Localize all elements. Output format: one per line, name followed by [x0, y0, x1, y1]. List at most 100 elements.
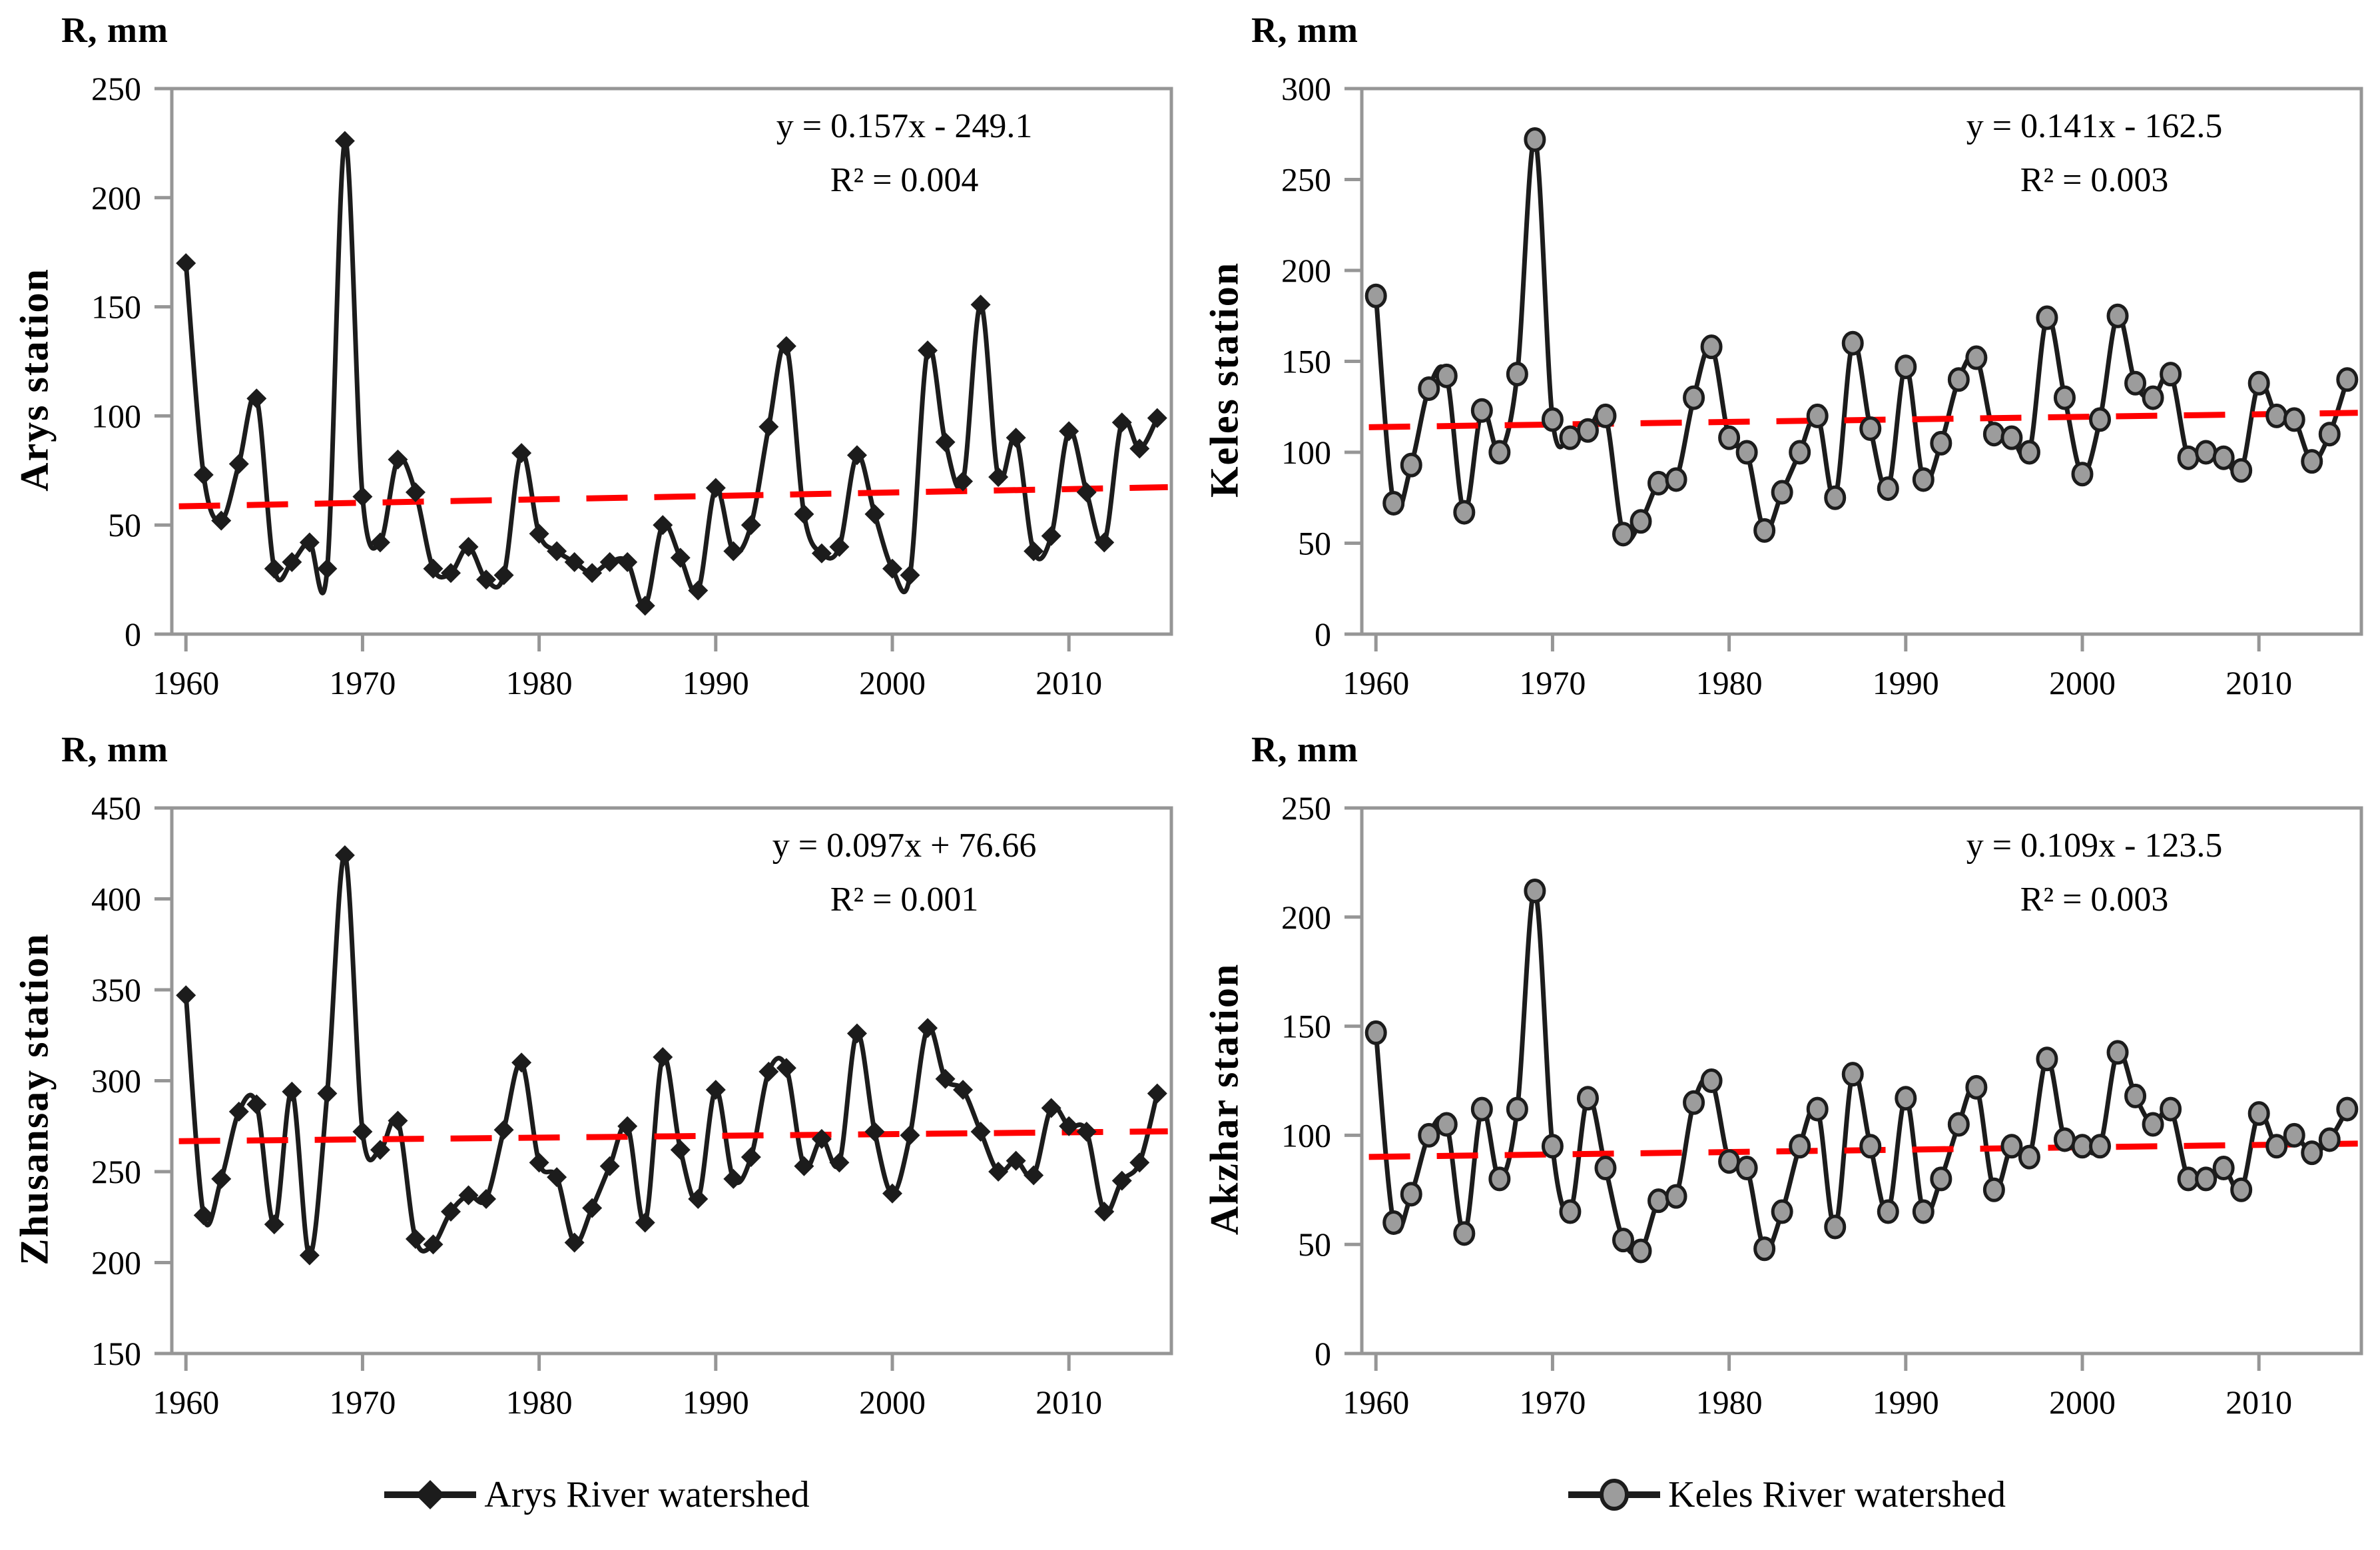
markers [1364, 127, 2359, 547]
svg-text:100: 100 [1281, 434, 1331, 471]
svg-text:1960: 1960 [1342, 664, 1409, 701]
x-axis: 1960 1970 1980 1990 2000 2010 [1342, 634, 2292, 701]
trend-equation-block: y = 0.097x + 76.66 R² = 0.001 [643, 819, 1166, 927]
markers [1364, 878, 2359, 1264]
markers [176, 131, 1167, 616]
y-unit-label: R, mm [61, 10, 168, 50]
arys-plot: 0 50 100 150 200 250 1960 1970 1980 1990 2000 2010 [91, 70, 1173, 701]
svg-text:200: 200 [91, 179, 141, 216]
svg-text:1990: 1990 [1873, 1383, 1939, 1421]
y-axis: 0 50 100 150 200 250 [91, 70, 172, 653]
svg-text:50: 50 [1298, 1226, 1331, 1263]
svg-text:150: 150 [91, 1335, 141, 1372]
svg-text:250: 250 [1281, 161, 1331, 198]
svg-text:1980: 1980 [1696, 1383, 1763, 1421]
svg-text:1990: 1990 [683, 664, 749, 701]
svg-text:200: 200 [1281, 899, 1331, 936]
trend-equation: y = 0.157x - 249.1 [776, 107, 1033, 145]
legend-item-keles: Keles River watershed [1564, 1473, 2006, 1516]
svg-text:1970: 1970 [1519, 1383, 1586, 1421]
svg-text:2010: 2010 [1036, 1383, 1102, 1421]
trend-equation: y = 0.109x - 123.5 [1966, 827, 2223, 865]
r-squared: R² = 0.001 [830, 880, 979, 919]
svg-text:250: 250 [1281, 789, 1331, 827]
trend-equation: y = 0.141x - 162.5 [1966, 107, 2223, 145]
r-squared: R² = 0.003 [2020, 880, 2169, 919]
svg-text:150: 150 [91, 288, 141, 326]
svg-text:0: 0 [125, 615, 141, 653]
legend-left: Arys River watershed [0, 1439, 1190, 1550]
y-axis: 0 50 100 150 200 250 [1281, 789, 1362, 1372]
svg-text:2010: 2010 [2226, 664, 2292, 701]
svg-text:1970: 1970 [1519, 664, 1586, 701]
legend-label: Keles River watershed [1668, 1473, 2006, 1515]
chart-panel-zhusansay: R, mm Zhusansay station 150 200 250 300 350 4… [0, 719, 1190, 1439]
svg-text:0: 0 [1315, 615, 1331, 653]
chart-panel-akzhar: R, mm Akzhar station 0 50 100 150 200 250 1960… [1190, 719, 2380, 1439]
circle-marker-icon [1568, 1478, 1661, 1511]
svg-text:1990: 1990 [683, 1383, 749, 1421]
trend-line [178, 484, 1168, 510]
y-unit-label: R, mm [1251, 10, 1358, 50]
chart-panel-arys: R, mm Arys station 0 50 100 150 200 250 1960 19… [0, 0, 1190, 719]
legend-item-arys: Arys River watershed [380, 1473, 810, 1516]
svg-text:450: 450 [91, 789, 141, 827]
r-squared: R² = 0.003 [2020, 161, 2169, 199]
svg-text:2010: 2010 [2226, 1383, 2292, 1421]
svg-text:1960: 1960 [152, 1383, 219, 1421]
trend-line [178, 1128, 1168, 1144]
trend-equation: y = 0.097x + 76.66 [772, 827, 1037, 865]
keles-plot: 0 50 100 150 200 250 300 1960 1970 1980 1990 2000 20… [1281, 70, 2363, 701]
svg-text:0: 0 [1315, 1335, 1331, 1372]
svg-text:1960: 1960 [1342, 1383, 1409, 1421]
svg-text:300: 300 [1281, 70, 1331, 107]
svg-text:1980: 1980 [1696, 664, 1763, 701]
svg-text:150: 150 [1281, 343, 1331, 380]
svg-text:1980: 1980 [506, 664, 573, 701]
svg-text:1980: 1980 [506, 1383, 573, 1421]
trend-equation-block: y = 0.157x - 249.1 R² = 0.004 [643, 100, 1166, 207]
chart-panel-keles: R, mm Keles station 0 50 100 150 200 250 300 19… [1190, 0, 2380, 719]
x-axis: 1960 1970 1980 1990 2000 2010 [152, 634, 1102, 701]
y-axis: 0 50 100 150 200 250 300 [1281, 70, 1362, 653]
svg-text:1970: 1970 [329, 1383, 396, 1421]
legend-row: Arys River watershed Keles River watersh… [0, 1439, 2380, 1550]
axes [1360, 806, 2363, 1356]
svg-text:2000: 2000 [2049, 664, 2116, 701]
svg-text:2000: 2000 [859, 1383, 926, 1421]
x-axis: 1960 1970 1980 1990 2000 2010 [1342, 1354, 2292, 1421]
svg-text:100: 100 [91, 397, 141, 434]
markers [176, 845, 1167, 1266]
svg-text:350: 350 [91, 971, 141, 1008]
svg-text:2000: 2000 [2049, 1383, 2116, 1421]
zhusansay-plot: 150 200 250 300 350 400 450 1960 1970 1980 1990 200… [91, 789, 1173, 1421]
svg-text:1970: 1970 [329, 664, 396, 701]
r-squared: R² = 0.004 [830, 161, 979, 199]
legend-label: Arys River watershed [484, 1473, 810, 1515]
trend-equation-block: y = 0.141x - 162.5 R² = 0.003 [1833, 100, 2356, 207]
svg-text:200: 200 [91, 1244, 141, 1282]
svg-text:250: 250 [91, 70, 141, 107]
akzhar-plot: 0 50 100 150 200 250 1960 1970 1980 1990 2000 2010 [1281, 789, 2363, 1421]
svg-text:300: 300 [91, 1062, 141, 1100]
svg-text:50: 50 [108, 506, 141, 544]
trend-equation-block: y = 0.109x - 123.5 R² = 0.003 [1833, 819, 2356, 927]
svg-text:2000: 2000 [859, 664, 926, 701]
svg-text:400: 400 [91, 881, 141, 918]
y-unit-label: R, mm [61, 729, 168, 769]
svg-text:200: 200 [1281, 252, 1331, 289]
legend-right: Keles River watershed [1190, 1439, 2380, 1550]
data-series [183, 139, 1160, 609]
svg-text:150: 150 [1281, 1008, 1331, 1045]
svg-text:50: 50 [1298, 525, 1331, 562]
x-axis: 1960 1970 1980 1990 2000 2010 [152, 1354, 1102, 1421]
svg-text:100: 100 [1281, 1116, 1331, 1154]
y-unit-label: R, mm [1251, 729, 1358, 769]
svg-text:250: 250 [91, 1153, 141, 1190]
diamond-marker-icon [384, 1479, 477, 1509]
svg-text:1990: 1990 [1873, 664, 1939, 701]
axes [170, 87, 1173, 636]
y-axis: 150 200 250 300 350 400 450 [91, 789, 172, 1372]
svg-text:2010: 2010 [1036, 664, 1102, 701]
